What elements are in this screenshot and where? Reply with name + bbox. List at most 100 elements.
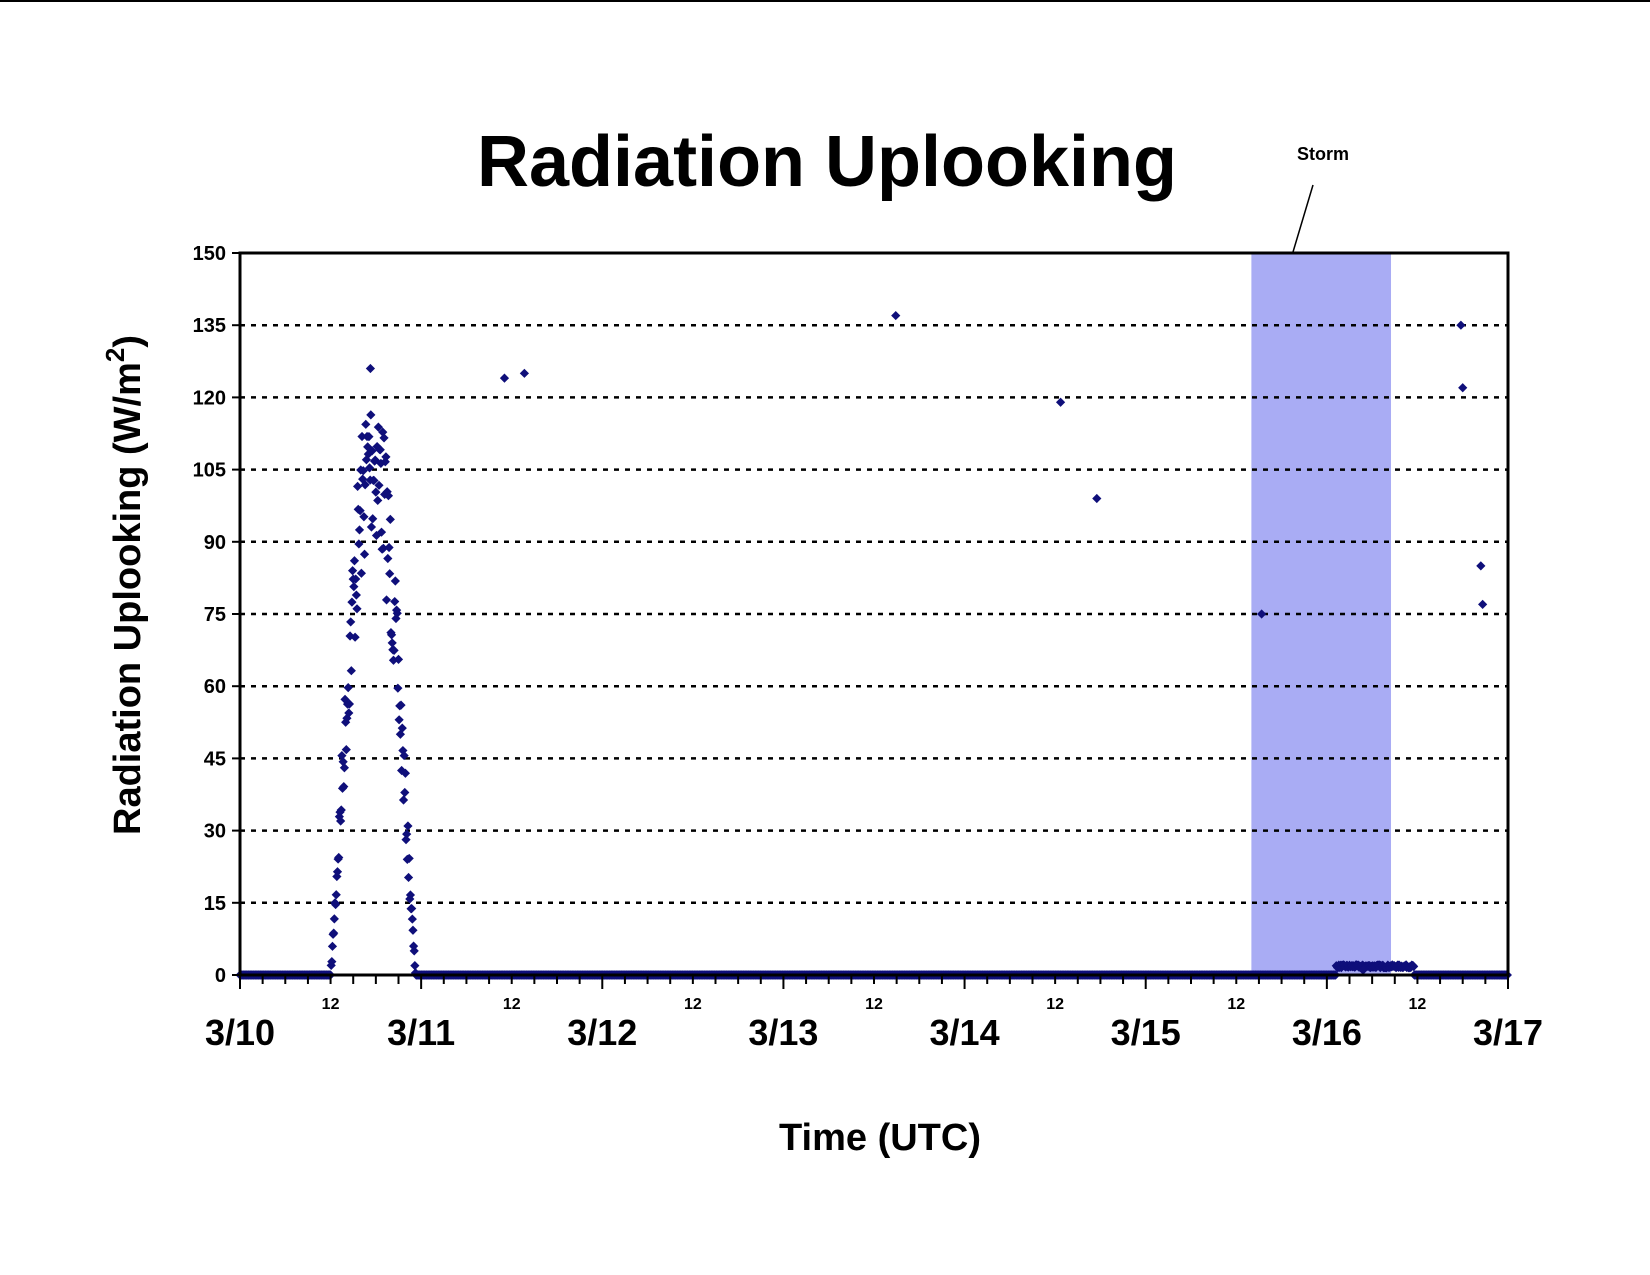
y-axis-label-superscript: 2 bbox=[100, 348, 130, 362]
data-point bbox=[353, 481, 363, 491]
data-point bbox=[381, 452, 391, 462]
data-point bbox=[404, 853, 414, 864]
data-point bbox=[332, 871, 342, 882]
data-point bbox=[354, 525, 365, 535]
data-point bbox=[1257, 609, 1267, 619]
data-point bbox=[334, 852, 344, 863]
data-point bbox=[332, 867, 343, 877]
data-point bbox=[499, 373, 510, 383]
data-point bbox=[327, 957, 337, 967]
x-day-label: 3/16 bbox=[1292, 1012, 1362, 1053]
data-point bbox=[339, 781, 349, 792]
x-day-label: 3/12 bbox=[567, 1012, 637, 1053]
data-point bbox=[363, 442, 373, 452]
y-tick-label: 45 bbox=[204, 748, 226, 770]
data-point bbox=[373, 495, 383, 506]
data-point bbox=[399, 750, 409, 761]
data-point bbox=[369, 475, 379, 486]
data-point bbox=[378, 543, 389, 553]
data-point bbox=[352, 604, 362, 614]
data-point bbox=[1092, 493, 1102, 504]
data-point bbox=[331, 890, 341, 900]
data-point bbox=[385, 514, 395, 524]
data-point bbox=[400, 787, 410, 798]
data-point bbox=[371, 530, 382, 541]
data-point bbox=[387, 638, 397, 648]
data-point bbox=[389, 645, 399, 655]
data-point bbox=[396, 700, 406, 710]
data-point bbox=[359, 549, 370, 559]
data-point bbox=[392, 608, 402, 618]
y-axis-label-close: ) bbox=[107, 335, 149, 348]
data-point bbox=[329, 928, 339, 938]
data-point bbox=[1456, 320, 1466, 330]
x-noon-label: 12 bbox=[684, 996, 702, 1013]
data-point bbox=[1358, 965, 1368, 975]
data-point bbox=[407, 914, 417, 924]
data-point bbox=[1055, 397, 1066, 407]
x-noon-label: 12 bbox=[865, 996, 883, 1013]
data-point bbox=[376, 527, 387, 537]
data-point bbox=[347, 566, 358, 576]
data-point bbox=[351, 574, 361, 584]
y-tick-label: 15 bbox=[204, 893, 226, 915]
y-tick-label: 120 bbox=[193, 387, 226, 409]
data-point bbox=[341, 717, 351, 727]
data-point bbox=[347, 597, 357, 607]
data-point bbox=[366, 522, 377, 532]
data-point bbox=[394, 715, 404, 725]
data-point bbox=[342, 713, 352, 723]
x-day-label: 3/10 bbox=[205, 1012, 275, 1053]
data-point bbox=[397, 765, 407, 776]
data-point bbox=[337, 751, 347, 761]
data-point bbox=[400, 768, 411, 778]
data-point bbox=[341, 745, 351, 755]
y-axis-ticks: 0 15 30 45 60 75 90 105 120 135 150 bbox=[193, 243, 240, 987]
data-point bbox=[365, 363, 376, 374]
data-point bbox=[379, 433, 389, 443]
y-axis-label: Radiation Uplooking (W/m2) bbox=[100, 335, 149, 835]
x-day-label: 3/17 bbox=[1473, 1012, 1543, 1053]
data-point bbox=[349, 582, 359, 592]
data-point bbox=[329, 914, 339, 924]
x-day-label: 3/13 bbox=[748, 1012, 818, 1053]
data-point bbox=[403, 872, 414, 883]
data-point bbox=[409, 946, 419, 956]
x-noon-label: 12 bbox=[322, 996, 340, 1013]
x-day-label: 3/15 bbox=[1111, 1012, 1181, 1053]
data-point bbox=[359, 512, 369, 522]
storm-annotation-label: Storm bbox=[1297, 144, 1349, 164]
x-noon-label: 12 bbox=[503, 996, 521, 1013]
data-point bbox=[372, 441, 382, 452]
data-point bbox=[385, 569, 395, 579]
data-point bbox=[346, 666, 356, 676]
data-point bbox=[339, 763, 350, 773]
data-point bbox=[391, 613, 401, 624]
data-point bbox=[393, 654, 404, 664]
data-point bbox=[368, 514, 378, 524]
data-point bbox=[340, 694, 350, 704]
data-point bbox=[376, 458, 386, 469]
data-point bbox=[357, 431, 367, 442]
data-point bbox=[519, 368, 529, 378]
data-point bbox=[378, 427, 388, 437]
data-point bbox=[398, 795, 409, 805]
y-tick-label: 90 bbox=[204, 532, 226, 554]
data-point bbox=[390, 576, 400, 586]
data-point bbox=[408, 941, 419, 951]
data-point bbox=[1409, 961, 1419, 972]
data-point bbox=[334, 812, 344, 822]
data-point bbox=[336, 805, 346, 815]
data-point bbox=[355, 506, 365, 516]
x-day-label: 3/14 bbox=[930, 1012, 1000, 1053]
x-noon-label: 12 bbox=[1409, 996, 1427, 1013]
x-noon-label: 12 bbox=[1046, 996, 1064, 1013]
data-point bbox=[346, 617, 356, 627]
chart-title: Radiation Uplooking bbox=[477, 122, 1177, 202]
data-point bbox=[344, 708, 354, 718]
data-point bbox=[364, 463, 375, 473]
data-point bbox=[408, 925, 418, 935]
data-point bbox=[386, 630, 397, 640]
top-border-line bbox=[0, 0, 1650, 2]
data-point bbox=[351, 590, 361, 600]
